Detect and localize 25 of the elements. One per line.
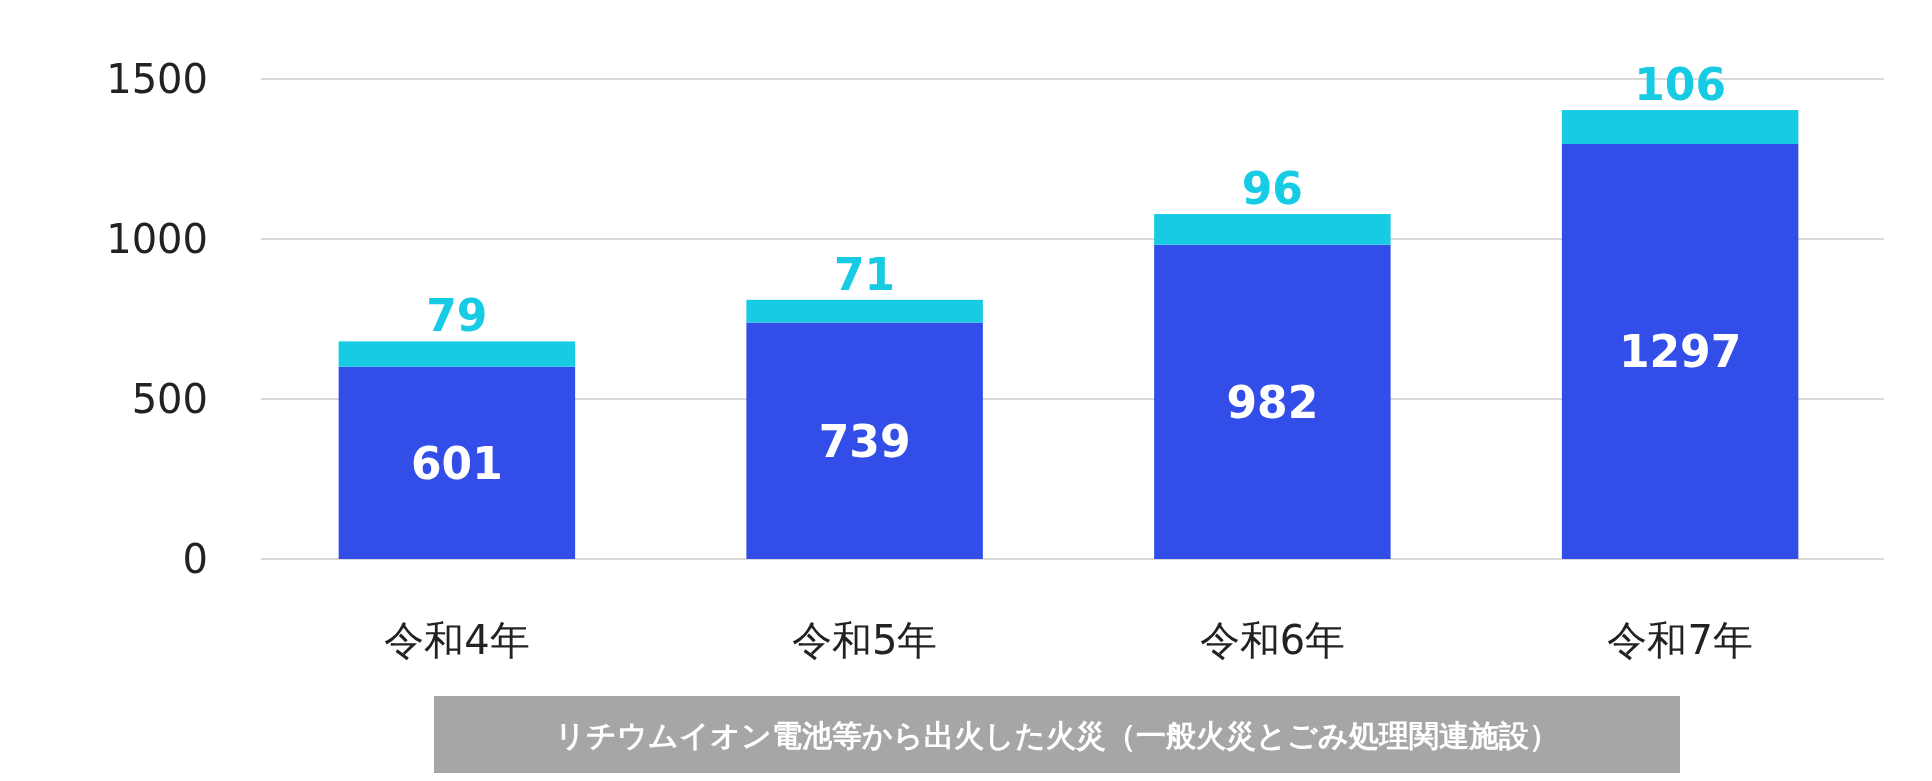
bar: [338, 341, 576, 367]
bar: [1154, 214, 1391, 245]
data-label: 79: [426, 290, 488, 342]
data-label: 1297: [1618, 326, 1742, 378]
y-tick-label: 500: [131, 376, 208, 422]
data-label: 71: [834, 248, 896, 300]
x-tick-label: 令和6年: [1199, 617, 1346, 663]
text: リチウムイオン電池等から出火した火災（一般火災とごみ処理関連施設）: [555, 718, 1559, 753]
y-tick-label: 0: [182, 536, 208, 582]
data-label: 96: [1241, 163, 1303, 215]
y-tick-label: 1000: [106, 216, 208, 262]
bar: [1561, 143, 1799, 559]
x-tick-label: 令和7年: [1607, 617, 1753, 663]
bar: [1561, 110, 1799, 144]
y-tick-label: 1500: [106, 56, 208, 102]
x-tick-label: 令和4年: [384, 617, 530, 663]
data-label: 739: [818, 415, 911, 467]
bar: [338, 366, 576, 559]
data-label: 982: [1226, 376, 1319, 428]
bar: [746, 322, 983, 559]
data-label: 601: [410, 437, 503, 489]
bar: [746, 299, 983, 323]
data-label: 106: [1634, 59, 1727, 111]
x-tick-label: 令和5年: [791, 617, 938, 663]
bar: [1154, 244, 1391, 559]
